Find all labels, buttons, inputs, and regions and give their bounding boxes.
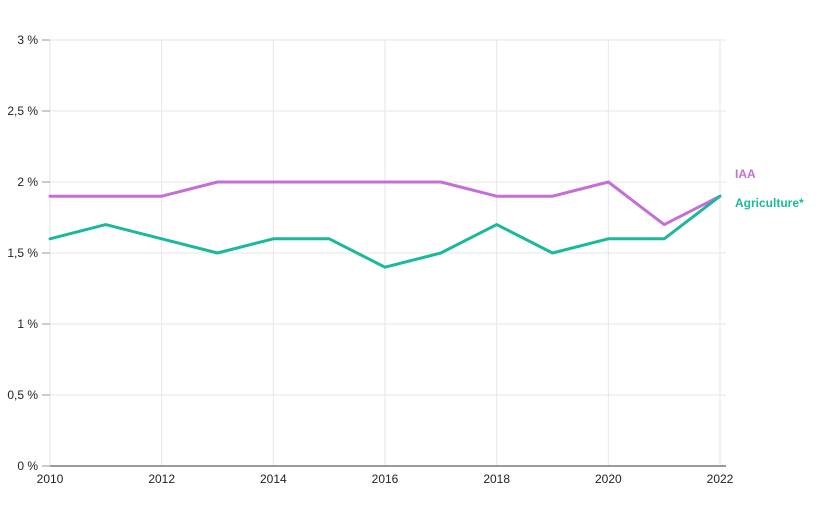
series-line-iaa	[48, 180, 722, 227]
grid	[49, 39, 726, 466]
x-tick-label: 2012	[148, 472, 175, 486]
series-lines	[48, 180, 722, 269]
y-tick-label: 2,5 %	[7, 104, 38, 118]
y-tick-label: 0,5 %	[7, 388, 38, 402]
series-label: IAA	[735, 167, 756, 181]
x-tick-label: 2018	[483, 472, 510, 486]
x-tick-label: 2020	[595, 472, 622, 486]
y-tick-label: 1 %	[17, 317, 38, 331]
x-tick-label: 2016	[372, 472, 399, 486]
x-tick-label: 2010	[37, 472, 64, 486]
y-tick-label: 1,5 %	[7, 246, 38, 260]
x-tick-label: 2022	[707, 472, 734, 486]
x-tick-label: 2014	[260, 472, 287, 486]
axes: 0 % 0,5 % 1 % 1,5 % 2 % 2,5 % 3 % 2010 2012 2014 2…	[7, 33, 733, 486]
series-line-agriculture	[48, 194, 722, 269]
y-tick-label: 2 %	[17, 175, 38, 189]
series-labels: IAA Agriculture*	[735, 167, 804, 210]
y-tick-label: 0 %	[17, 459, 38, 473]
series-label: Agriculture*	[735, 196, 804, 210]
y-tick-label: 3 %	[17, 33, 38, 47]
